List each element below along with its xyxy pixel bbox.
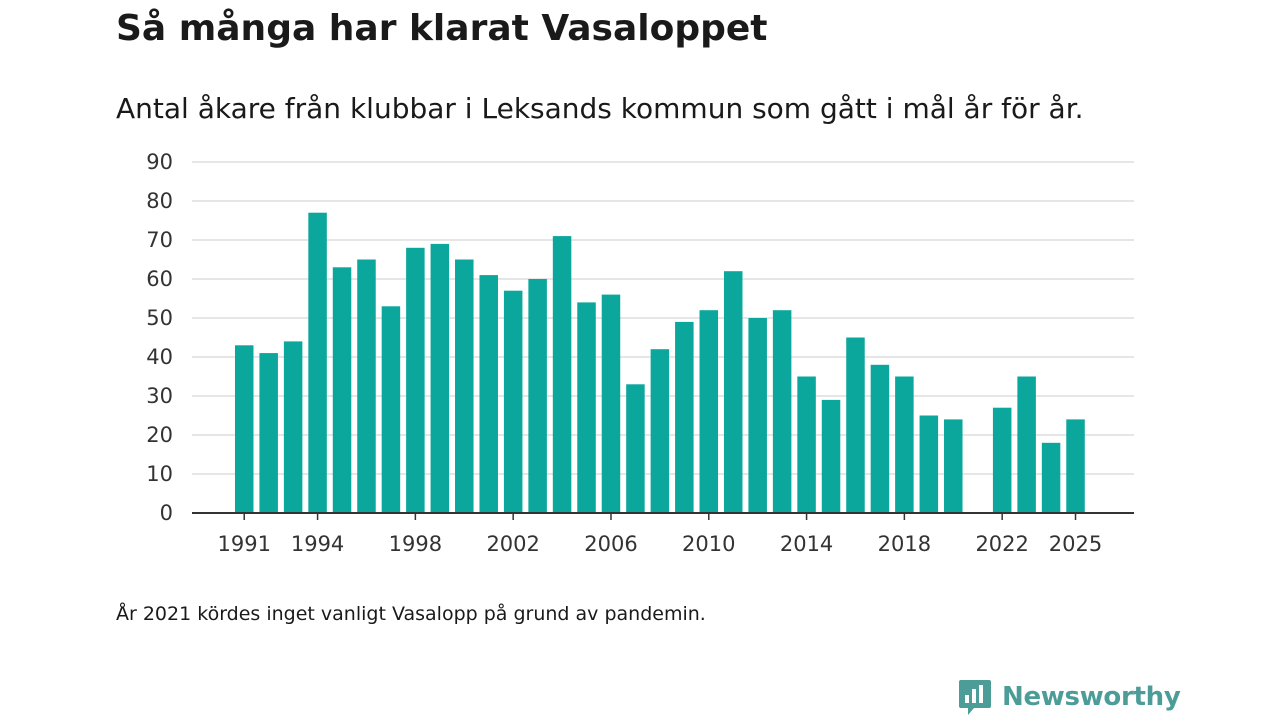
bar-2004: [552, 236, 572, 513]
bar-1999: [430, 243, 450, 513]
brand-name: Newsworthy: [1002, 682, 1181, 712]
x-tick-label: 1994: [291, 532, 344, 556]
bar-2019: [919, 415, 939, 513]
y-tick-label: 10: [146, 462, 173, 486]
x-tick-label: 2022: [975, 532, 1028, 556]
bar-2018: [895, 376, 914, 513]
bar-2020: [944, 419, 963, 513]
bar-2014: [797, 376, 816, 513]
y-tick-label: 70: [146, 228, 173, 252]
chart-title: Så många har klarat Vasaloppet: [116, 8, 768, 49]
bar-2003: [528, 279, 547, 513]
newsworthy-logo-icon: [959, 680, 991, 715]
bar-2010: [699, 310, 719, 513]
x-tick-label: 1991: [217, 532, 270, 556]
bar-1991: [234, 345, 254, 513]
bar-2024: [1041, 442, 1061, 513]
bar-2000: [455, 259, 474, 513]
x-tick-label: 2025: [1049, 532, 1102, 556]
y-axis-ticks: 0 10 20 30 40 50 60 70 80 90: [146, 150, 173, 525]
y-tick-label: 40: [146, 345, 173, 369]
x-axis-ticks: 1991 1994 1998 2002 2006 2010 2014 2018 2022 2025: [217, 513, 1102, 556]
bar-2001: [479, 275, 498, 513]
bar-1997: [381, 306, 401, 513]
bar-1998: [406, 247, 425, 514]
x-tick-label: 2014: [780, 532, 833, 556]
x-tick-label: 2006: [584, 532, 637, 556]
y-tick-label: 80: [146, 189, 173, 213]
bar-2016: [846, 337, 865, 513]
y-tick-label: 90: [146, 150, 173, 174]
y-tick-label: 50: [146, 306, 173, 330]
bar-2017: [870, 364, 890, 513]
y-tick-label: 20: [146, 423, 173, 447]
x-tick-label: 1998: [389, 532, 442, 556]
footnote: År 2021 kördes inget vanligt Vasalopp på…: [116, 603, 706, 625]
bar-1994: [308, 212, 327, 513]
x-tick-label: 2002: [486, 532, 539, 556]
bars: [234, 212, 1085, 514]
y-tick-label: 0: [160, 501, 173, 525]
bar-2007: [626, 384, 645, 513]
bar-2025: [1066, 419, 1085, 513]
bar-2006: [601, 294, 621, 513]
x-tick-label: 2018: [878, 532, 931, 556]
bar-2012: [748, 318, 767, 513]
bar-2013: [772, 310, 792, 513]
bar-1996: [357, 259, 376, 513]
bar-2009: [675, 321, 694, 513]
bar-1993: [283, 341, 303, 513]
y-tick-label: 30: [146, 384, 173, 408]
y-tick-label: 60: [146, 267, 173, 291]
bar-chart: 0 10 20 30 40 50 60 70 80 90 1991 1994 1998 2002 2006…: [146, 150, 1134, 556]
bar-2015: [821, 399, 841, 513]
bar-2005: [577, 302, 596, 513]
bar-2002: [503, 290, 523, 513]
chart-subtitle: Antal åkare från klubbar i Leksands komm…: [116, 92, 1084, 125]
newsworthy-brand: Newsworthy: [958, 678, 1181, 716]
bar-1992: [259, 353, 278, 513]
x-tick-label: 2010: [682, 532, 735, 556]
bar-2008: [650, 349, 670, 513]
bar-2023: [1017, 376, 1036, 513]
bar-2011: [723, 271, 743, 513]
bar-2022: [992, 407, 1012, 513]
bar-1995: [332, 267, 352, 513]
